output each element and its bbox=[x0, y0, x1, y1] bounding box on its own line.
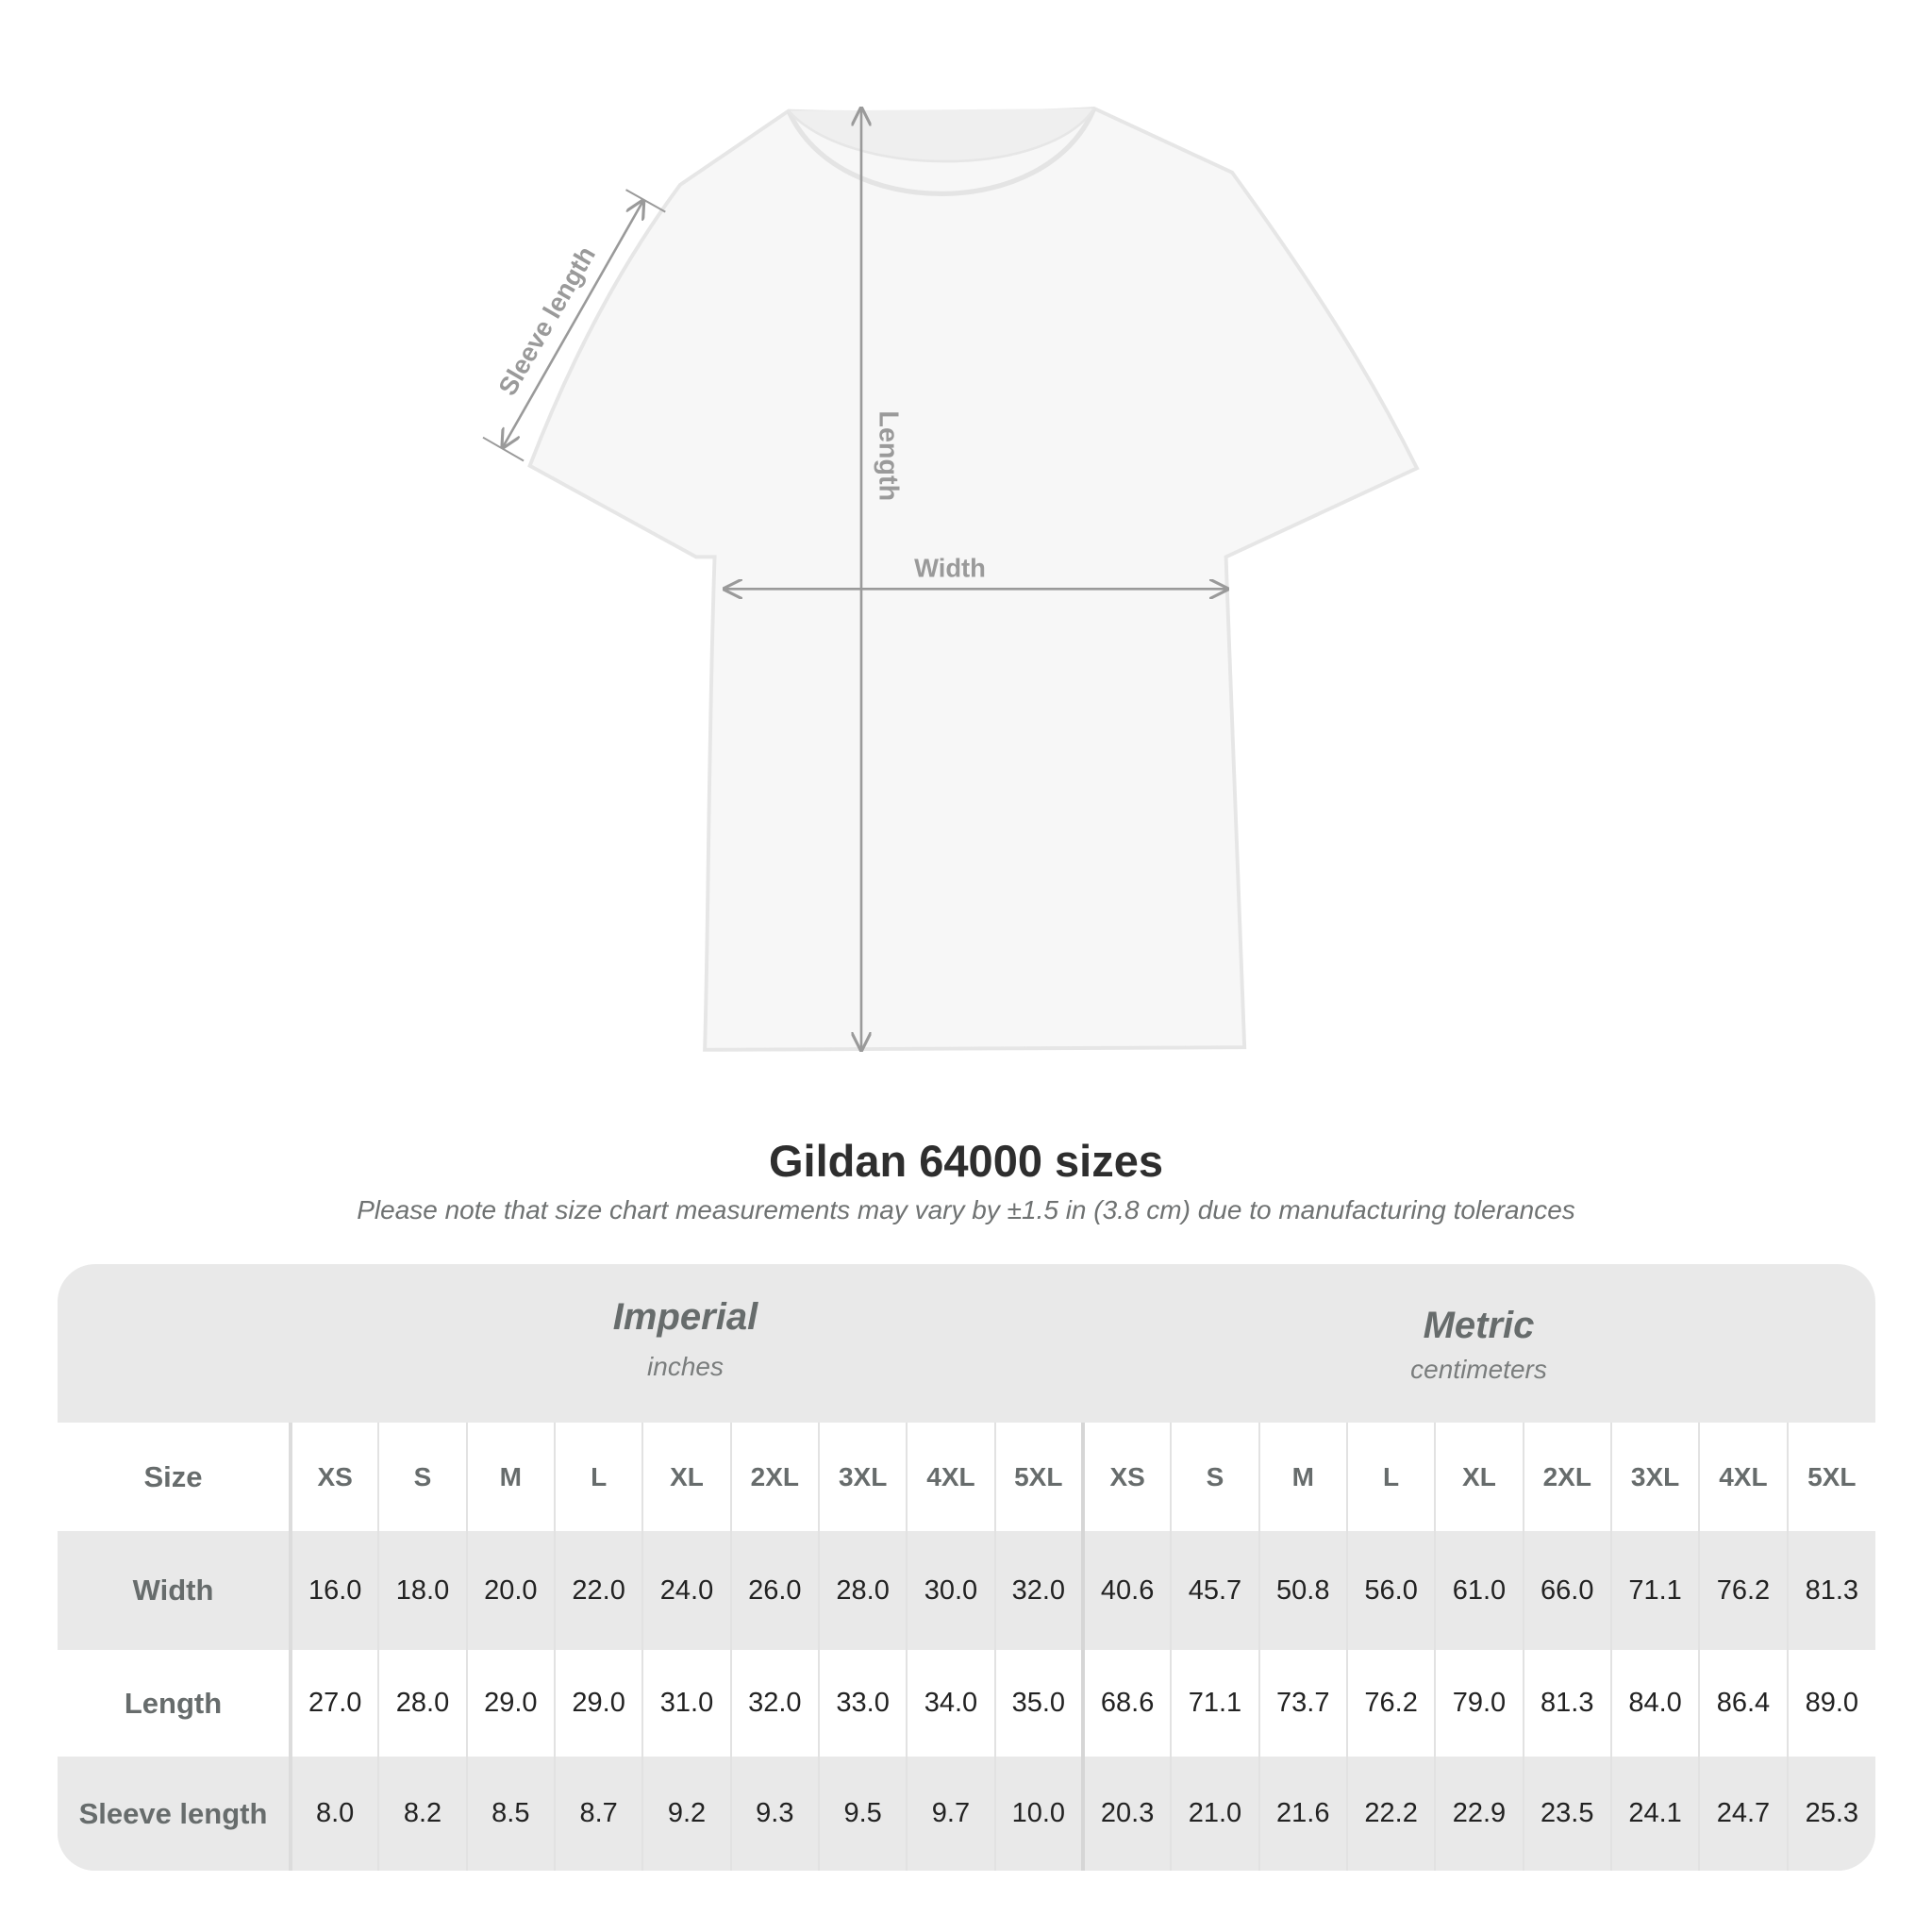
imperial-value-cell: 20.0 bbox=[465, 1531, 555, 1650]
metric-value-cell: 76.2 bbox=[1698, 1531, 1788, 1650]
metric-size-header: L bbox=[1345, 1423, 1436, 1531]
metric-value-cell: 23.5 bbox=[1522, 1757, 1611, 1871]
imperial-header: Imperial inches bbox=[289, 1264, 1082, 1455]
metric-size-header: 5XL bbox=[1786, 1423, 1875, 1531]
imperial-value-cell: 9.5 bbox=[817, 1757, 908, 1871]
page-title: Gildan 64000 sizes bbox=[768, 1136, 1164, 1186]
metric-value-cell: 45.7 bbox=[1170, 1531, 1259, 1650]
row-label: Sleeve length bbox=[58, 1757, 292, 1871]
imperial-value-cell: 35.0 bbox=[993, 1650, 1083, 1757]
metric-size-header: S bbox=[1170, 1423, 1259, 1531]
metric-value-cell: 20.3 bbox=[1080, 1757, 1172, 1871]
length-label: Length bbox=[874, 410, 904, 501]
metric-size-header: XS bbox=[1080, 1423, 1172, 1531]
imperial-value-cell: 27.0 bbox=[289, 1650, 379, 1757]
tshirt-measurement-diagram: Length Width Sleeve length bbox=[482, 0, 1420, 1132]
imperial-value-cell: 33.0 bbox=[817, 1650, 908, 1757]
imperial-value-cell: 28.0 bbox=[377, 1650, 467, 1757]
metric-value-cell: 73.7 bbox=[1257, 1650, 1347, 1757]
metric-value-cell: 68.6 bbox=[1080, 1650, 1172, 1757]
metric-header: Metric centimeters bbox=[1082, 1264, 1875, 1463]
width-label: Width bbox=[914, 553, 986, 582]
table-row: Length 27.0 28.0 29.0 29.0 31.0 32.0 33.0 34.0 35… bbox=[58, 1650, 1875, 1757]
imperial-value-cell: 31.0 bbox=[641, 1650, 731, 1757]
size-table: Size XS S M L XL 2XL 3XL 4XL 5XL XS S M L XL 2XL 3XL 4XL 5… bbox=[58, 1423, 1875, 1871]
width-measure: Width bbox=[724, 553, 1227, 589]
imperial-value-cell: 32.0 bbox=[993, 1531, 1083, 1650]
metric-value-cell: 56.0 bbox=[1345, 1531, 1436, 1650]
size-row-label: Size bbox=[58, 1423, 292, 1531]
imperial-value-cell: 22.0 bbox=[553, 1531, 643, 1650]
imperial-size-header: 4XL bbox=[906, 1423, 995, 1531]
imperial-value-cell: 29.0 bbox=[465, 1650, 555, 1757]
metric-value-cell: 71.1 bbox=[1609, 1531, 1700, 1650]
imperial-size-header: XL bbox=[641, 1423, 731, 1531]
metric-value-cell: 81.3 bbox=[1786, 1531, 1875, 1650]
imperial-value-cell: 8.2 bbox=[377, 1757, 467, 1871]
row-label: Length bbox=[58, 1650, 292, 1757]
metric-size-header: XL bbox=[1434, 1423, 1524, 1531]
metric-value-cell: 21.0 bbox=[1170, 1757, 1259, 1871]
imperial-value-cell: 8.0 bbox=[289, 1757, 379, 1871]
imperial-size-header: M bbox=[465, 1423, 555, 1531]
imperial-value-cell: 26.0 bbox=[729, 1531, 819, 1650]
imperial-value-cell: 28.0 bbox=[817, 1531, 908, 1650]
metric-value-cell: 25.3 bbox=[1786, 1757, 1875, 1871]
metric-value-cell: 79.0 bbox=[1434, 1650, 1524, 1757]
size-chart-table: Imperial inches Metric centimeters Size X… bbox=[58, 1264, 1875, 1871]
imperial-size-header: XS bbox=[289, 1423, 379, 1531]
metric-value-cell: 24.7 bbox=[1698, 1757, 1788, 1871]
metric-size-header: 2XL bbox=[1522, 1423, 1611, 1531]
imperial-value-cell: 32.0 bbox=[729, 1650, 819, 1757]
metric-value-cell: 86.4 bbox=[1698, 1650, 1788, 1757]
metric-value-cell: 21.6 bbox=[1257, 1757, 1347, 1871]
imperial-value-cell: 29.0 bbox=[553, 1650, 643, 1757]
metric-title: Metric bbox=[1423, 1305, 1535, 1346]
metric-value-cell: 84.0 bbox=[1609, 1650, 1700, 1757]
collar bbox=[786, 107, 1097, 196]
metric-size-header: M bbox=[1257, 1423, 1347, 1531]
imperial-value-cell: 30.0 bbox=[906, 1531, 995, 1650]
metric-value-cell: 22.2 bbox=[1345, 1757, 1436, 1871]
metric-value-cell: 76.2 bbox=[1345, 1650, 1436, 1757]
metric-size-header: 4XL bbox=[1698, 1423, 1788, 1531]
size-header-row: Size XS S M L XL 2XL 3XL 4XL 5XL XS S M L XL 2XL 3XL 4XL 5… bbox=[58, 1423, 1875, 1531]
table-row: Width 16.0 18.0 20.0 22.0 24.0 26.0 28.0 30.0 32.… bbox=[58, 1531, 1875, 1650]
imperial-value-cell: 8.5 bbox=[465, 1757, 555, 1871]
imperial-unit: inches bbox=[647, 1352, 724, 1381]
metric-value-cell: 22.9 bbox=[1434, 1757, 1524, 1871]
imperial-size-header: 5XL bbox=[993, 1423, 1083, 1531]
metric-value-cell: 89.0 bbox=[1786, 1650, 1875, 1757]
metric-size-header: 3XL bbox=[1609, 1423, 1700, 1531]
imperial-size-header: 3XL bbox=[817, 1423, 908, 1531]
metric-value-cell: 50.8 bbox=[1257, 1531, 1347, 1650]
imperial-value-cell: 24.0 bbox=[641, 1531, 731, 1650]
imperial-value-cell: 10.0 bbox=[993, 1757, 1083, 1871]
metric-value-cell: 81.3 bbox=[1522, 1650, 1611, 1757]
imperial-size-header: L bbox=[553, 1423, 643, 1531]
imperial-value-cell: 8.7 bbox=[553, 1757, 643, 1871]
table-row: Sleeve length 8.0 8.2 8.5 8.7 9.2 9.3 9.5 9.7 10.… bbox=[58, 1757, 1875, 1871]
metric-unit: centimeters bbox=[1410, 1355, 1547, 1384]
imperial-value-cell: 9.7 bbox=[906, 1757, 995, 1871]
imperial-size-header: S bbox=[377, 1423, 467, 1531]
metric-value-cell: 61.0 bbox=[1434, 1531, 1524, 1650]
imperial-title: Imperial bbox=[612, 1296, 758, 1338]
imperial-value-cell: 9.3 bbox=[729, 1757, 819, 1871]
metric-value-cell: 40.6 bbox=[1080, 1531, 1172, 1650]
metric-value-cell: 66.0 bbox=[1522, 1531, 1611, 1650]
metric-value-cell: 71.1 bbox=[1170, 1650, 1259, 1757]
tolerance-note: Please note that size chart measurements… bbox=[357, 1195, 1575, 1224]
row-label: Width bbox=[58, 1531, 292, 1650]
imperial-value-cell: 18.0 bbox=[377, 1531, 467, 1650]
imperial-size-header: 2XL bbox=[729, 1423, 819, 1531]
imperial-value-cell: 34.0 bbox=[906, 1650, 995, 1757]
imperial-value-cell: 16.0 bbox=[289, 1531, 379, 1650]
metric-value-cell: 24.1 bbox=[1609, 1757, 1700, 1871]
imperial-value-cell: 9.2 bbox=[641, 1757, 731, 1871]
